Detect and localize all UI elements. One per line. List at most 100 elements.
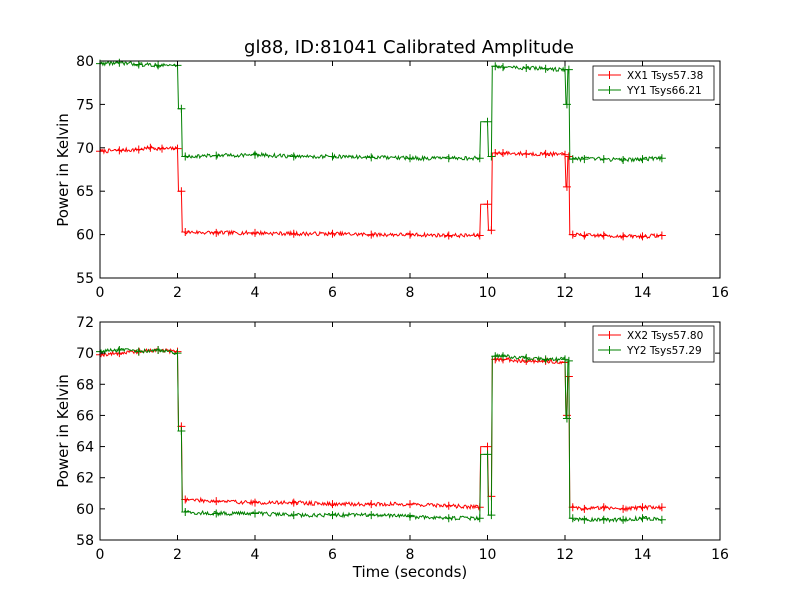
- top-series-1-point: [580, 231, 589, 240]
- top-series-1: [96, 143, 666, 241]
- top-series-1-point: [568, 230, 577, 239]
- bottom-ytick-label: 68: [76, 377, 94, 393]
- top-series-layer: [96, 58, 666, 241]
- bottom-series-2-point: [367, 511, 376, 520]
- bottom-ytick-label: 60: [76, 502, 94, 518]
- top-legend-frame: [592, 65, 715, 101]
- top-series-2-point: [599, 155, 608, 164]
- top-xtick-label: 16: [711, 285, 729, 301]
- top-xtick-label: 12: [556, 285, 574, 301]
- top-ytick-label: 60: [76, 228, 94, 244]
- top-series-2-point: [564, 65, 573, 74]
- bottom-series-1-point: [212, 497, 221, 506]
- bottom-xtick-label: 14: [634, 547, 652, 563]
- top-series-2-point: [154, 61, 163, 70]
- bottom-series-1-point: [580, 504, 589, 513]
- top-series-2-point: [491, 62, 500, 71]
- top-legend-label-2: YY1 Tsys66.21: [626, 85, 702, 97]
- top-series-1-point: [289, 229, 298, 238]
- top-xtick-label: 10: [479, 285, 497, 301]
- bottom-legend-marker-1: [606, 331, 613, 339]
- top-legend: XX1 Tsys57.38 YY1 Tsys66.21: [592, 65, 715, 101]
- top-series-1-point: [599, 231, 608, 240]
- bottom-series-1-point: [406, 500, 414, 509]
- top-series-1-point: [134, 145, 143, 154]
- bottom-series-2-point: [522, 353, 531, 362]
- bottom-series-2-point: [475, 514, 484, 523]
- bottom-series-1-point: [328, 500, 337, 509]
- bottom-series-2-point: [491, 352, 500, 361]
- top-series-1-point: [522, 149, 531, 158]
- bottom-series-1-point: [367, 500, 376, 509]
- bottom-xtick-label: 2: [173, 547, 182, 563]
- top-legend-label-1: XX1 Tsys57.38: [627, 70, 703, 82]
- top-series-2-point: [406, 154, 414, 163]
- bottom-series-1-point: [638, 503, 647, 512]
- top-series-2-point: [568, 155, 577, 164]
- bottom-series-2-point: [483, 450, 492, 459]
- top-series-2-point: [181, 152, 190, 161]
- top-series-1-point: [328, 229, 337, 238]
- bottom-series-1-point: [599, 503, 608, 512]
- bottom-series-2: [96, 346, 666, 524]
- top-series-1-point: [541, 149, 550, 158]
- top-series-1-point: [251, 228, 259, 237]
- bottom-xtick-label: 10: [479, 547, 497, 563]
- top-legend-entry-2: YY1 Tsys66.21: [598, 85, 702, 97]
- top-series-1-point: [475, 231, 484, 240]
- bottom-xlabel: Time (seconds): [352, 563, 468, 581]
- bottom-series-2-point: [251, 509, 259, 518]
- top-legend-marker-1: [606, 71, 613, 79]
- top-ylabel: Power in Kelvin: [54, 113, 72, 227]
- top-xtick-label: 4: [251, 285, 260, 301]
- top-series-2-point: [475, 154, 484, 163]
- top-series-1-point: [444, 231, 453, 240]
- top-series-2-point: [499, 63, 507, 72]
- top-ticks-layer: 0 2 4 6 8 10 12 14 16 55 60 65 70 75 80: [76, 54, 729, 301]
- top-series-2-point: [487, 152, 496, 161]
- subplot-top: 0 2 4 6 8 10 12 14 16 55 60 65 70 75 80 Power in Kelvi…: [54, 54, 729, 301]
- bottom-legend-frame: [592, 325, 715, 363]
- bottom-series-1-point: [657, 503, 666, 512]
- bottom-series-1-point: [251, 498, 259, 507]
- bottom-series-2-point: [173, 349, 182, 358]
- bottom-series-2-point: [406, 512, 414, 521]
- figure-title: gl88, ID:81041 Calibrated Amplitude: [244, 37, 574, 58]
- bottom-series-2-point: [212, 509, 221, 518]
- top-series-2-point: [619, 155, 628, 164]
- top-series-2-point: [638, 155, 647, 164]
- bottom-xtick-label: 16: [711, 547, 729, 563]
- bottom-legend: XX2 Tsys57.80 YY2 Tsys57.29: [592, 325, 715, 363]
- top-series-1-point: [491, 149, 500, 158]
- top-series-1-point: [406, 230, 414, 239]
- bottom-legend-entries: XX2 Tsys57.80 YY2 Tsys57.29: [598, 330, 703, 357]
- top-xtick-label: 6: [328, 285, 337, 301]
- bottom-xtick-label: 6: [328, 547, 337, 563]
- bottom-series-2-point: [487, 511, 496, 520]
- bottom-series-2-point: [328, 511, 337, 520]
- bottom-xtick-label: 4: [251, 547, 260, 563]
- bottom-series-2-point: [638, 514, 647, 523]
- bottom-series-2-point: [562, 414, 571, 423]
- bottom-series-2-point: [134, 347, 143, 356]
- bottom-legend-entry-1: XX2 Tsys57.80: [598, 330, 703, 342]
- bottom-series-2-point: [181, 507, 190, 516]
- bottom-series-2-point: [568, 514, 577, 523]
- top-ytick-label: 80: [76, 54, 94, 70]
- bottom-xtick-label: 12: [556, 547, 574, 563]
- top-xtick-label: 8: [406, 285, 415, 301]
- top-series-1-point: [367, 230, 376, 239]
- top-series-2-point: [134, 60, 143, 69]
- bottom-ytick-label: 64: [76, 440, 94, 456]
- bottom-series-1-point: [483, 442, 492, 451]
- top-series-2-point: [444, 154, 453, 163]
- top-series-1-point: [487, 226, 496, 235]
- top-xtick-label: 14: [634, 285, 652, 301]
- bottom-legend-entry-2: YY2 Tsys57.29: [598, 345, 702, 357]
- top-series-2-point: [580, 155, 589, 164]
- top-series-2-point: [328, 152, 337, 161]
- top-series-1-point: [181, 227, 190, 236]
